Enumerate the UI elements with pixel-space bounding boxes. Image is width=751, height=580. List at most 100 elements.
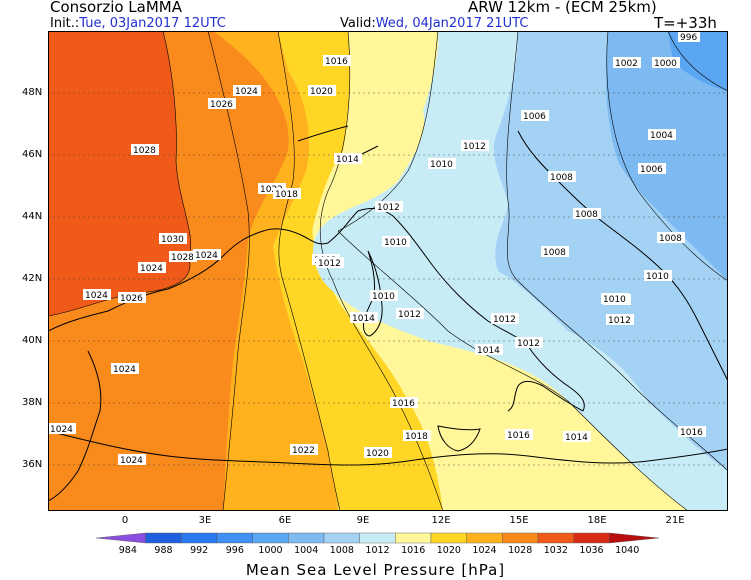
isobar-label-bg [118,292,146,303]
isobar-label-text: 1016 [325,57,348,67]
isobar-label-text: 1012 [517,339,540,349]
isobar-label-text: 1022 [260,185,283,195]
isobar-label: 1016 [678,426,706,438]
colorbar-swatch [252,532,289,544]
longitude-label: 15E [509,515,529,526]
colorbar-title: Mean Sea Level Pressure [hPa] [245,561,506,579]
valid-time: Valid:Wed, 04Jan2017 21UTC [340,16,528,31]
isobar-label-text: 1024 [120,456,143,466]
init-value: Tue, 03Jan2017 12UTC [79,16,226,31]
isobar-label-bg [334,153,362,164]
colorbar [95,532,660,544]
longitude-label: 3E [198,515,212,526]
isobar-label-text: 1020 [310,87,333,97]
isobar-label-text: 1014 [477,346,500,356]
colorbar-label: 1028 [508,545,533,556]
latitude-label: 44N [22,211,43,222]
colorbar-swatch [609,532,660,544]
valid-value: Wed, 04Jan2017 21UTC [375,16,529,31]
isobar-label: 1024 [48,423,76,435]
isobar-label: 1010 [644,270,672,282]
longitude-label: 12E [431,515,451,526]
isobar-label-text: 1008 [543,248,566,258]
isobar-label-text: 1024 [50,425,73,435]
lead-time: T=+33h [654,14,717,32]
isobar-label: 1018 [273,188,301,200]
colorbar-label: 1020 [436,545,461,556]
isobar-label-text: 1016 [680,428,703,438]
isobar-label-bg [606,314,634,325]
isobar-label-text: 996 [680,33,697,43]
isobar-label: 1008 [657,232,685,244]
band-1028 [48,31,191,316]
isobar-label-bg [48,423,76,434]
isobar-label-bg [138,262,166,273]
init-time: Init.:Tue, 03Jan2017 12UTC [50,16,226,31]
isobar-label: 1016 [323,55,351,67]
isobar-label-text: 1016 [392,399,415,409]
colorbar-label: 1008 [329,545,354,556]
colorbar-label: 984 [118,545,137,556]
isobar-label-bg [638,163,666,174]
isobar-label: 1012 [461,140,489,152]
isobar-label: 1028 [131,144,159,156]
isobar-label-text: 1018 [405,432,428,442]
isobar-label-bg [290,444,318,455]
isobar-label: 1014 [475,344,503,356]
colorbar-label: 996 [225,545,244,556]
isobar-label-text: 1024 [140,264,163,274]
isobar-label: 1020 [364,447,392,459]
isobar-label-text: 1012 [377,203,400,213]
isobar-label-bg [350,312,378,323]
isobar-label-bg [573,208,601,219]
latitude-label: 46N [22,149,43,160]
organization-title: Consorzio LaMMA [50,0,182,16]
isobar-label: 1024 [193,249,221,261]
latitude-label: 36N [22,459,43,470]
isobar-label-text: 1002 [615,59,638,69]
isobar-label-text: 1028 [133,146,156,156]
latitude-label: 40N [22,335,43,346]
isobar-label-bg [193,249,221,260]
isobar-label: 1016 [390,397,418,409]
isobar-label-bg [652,57,680,68]
isobar-label-bg [644,270,672,281]
isobar-label-text: 1008 [575,210,598,220]
isobar-label: 1000 [652,57,680,69]
isobar-label-bg [475,344,503,355]
longitude-label: 18E [587,515,607,526]
isobar-label-bg [233,85,261,96]
isobar-label: 1018 [403,430,431,442]
isobar-label: 1008 [541,246,569,258]
colorbar-swatch [95,532,146,544]
colorbar-swatch [181,532,218,544]
isobar-label-bg [548,171,576,182]
colorbar-swatch [466,532,503,544]
isobar-label: 1010 [382,236,410,248]
isobar-label-bg [563,431,591,442]
isobar-label: 1020 [308,85,336,97]
isobar-label: 1016 [505,429,533,441]
isobar-label-bg [541,246,569,257]
colorbar-swatch [323,532,360,544]
isobar-label-text: 1020 [366,449,389,459]
isobar-label-text: 1010 [646,272,669,282]
isobar-label-text: 1024 [195,251,218,261]
colorbar-label: 1012 [365,545,390,556]
isobar-label-text: 1016 [507,431,530,441]
isobar-label-bg [403,430,431,441]
isobar-label-bg [601,293,629,304]
colorbar-label: 1032 [543,545,568,556]
isobar-label-text: 1022 [292,446,315,456]
isobar-label: 1006 [521,110,549,122]
isobar-label-bg [83,289,111,300]
isobar-labels: 1016102010241026102810141022101810121010… [48,31,706,466]
isobar-label-text: 1012 [493,315,516,325]
colorbar-swatch [502,532,539,544]
isobar-label: 1030 [159,233,187,245]
isobar-label: 1014 [563,431,591,443]
isobar-label-bg [428,158,456,169]
isobar-label-text: 1000 [654,59,677,69]
isobar-label-text: 1010 [372,292,395,302]
isobar-label-text: 1026 [120,294,143,304]
